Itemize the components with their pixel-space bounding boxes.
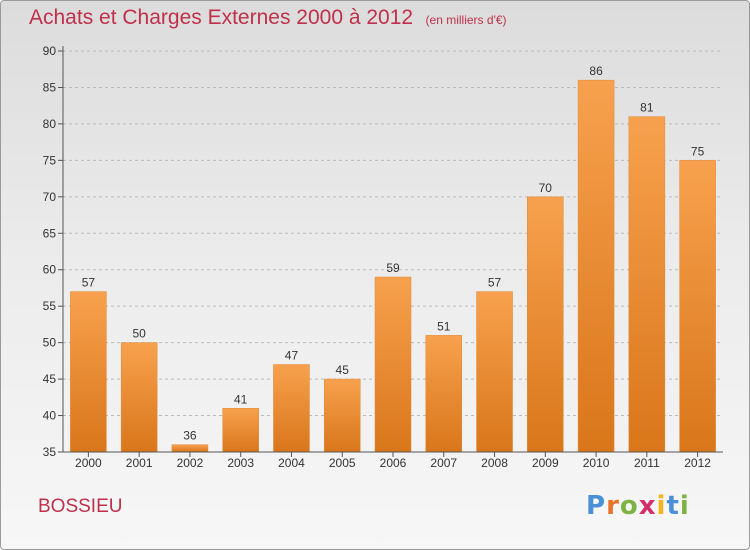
- data-label: 51: [437, 319, 451, 333]
- x-tick-label: 2005: [329, 456, 356, 470]
- bar-2004: [273, 364, 310, 453]
- brand-logo-letter: P: [586, 491, 607, 521]
- data-label: 57: [488, 276, 502, 290]
- bar-2003: [222, 408, 259, 453]
- y-tick-label: 75: [43, 153, 57, 167]
- bar-2011: [628, 116, 666, 453]
- x-tick-label: 2002: [177, 456, 204, 470]
- axes: 35 40 45 50 55 60 65 70 75 80 85 90 2000 2001 2002 2003…: [43, 44, 723, 470]
- x-tick-label: 2008: [481, 456, 508, 470]
- x-tick-label: 2010: [583, 456, 610, 470]
- data-label: 75: [691, 144, 705, 158]
- data-label: 50: [132, 327, 146, 341]
- bar-2007: [425, 335, 463, 453]
- data-label: 41: [234, 392, 248, 406]
- y-tick-label: 40: [43, 409, 57, 423]
- brand-logo-letter: o: [619, 491, 639, 521]
- data-label: 47: [285, 349, 299, 363]
- y-tick-label: 90: [43, 44, 57, 58]
- data-label: 45: [336, 363, 350, 377]
- data-label: 86: [589, 64, 603, 78]
- y-tick-label: 60: [43, 263, 57, 277]
- title-row: Achats et Charges Externes 2000 à 2012 (…: [29, 6, 507, 30]
- data-label: 81: [640, 101, 654, 115]
- y-tick-label: 85: [43, 80, 57, 94]
- labels: 57 50 36 41 47 45 59 51 57 70 86 81 75: [82, 64, 705, 443]
- chart-title: Achats et Charges Externes 2000 à 2012: [29, 6, 414, 29]
- y-tick-label: 65: [43, 226, 57, 240]
- y-tick-label: 80: [43, 117, 57, 131]
- data-label: 36: [183, 429, 197, 443]
- brand-logo-letter: i: [679, 491, 690, 521]
- x-tick-label: 2011: [634, 456, 660, 470]
- bar-2005: [323, 378, 361, 453]
- x-tick-label: 2000: [75, 456, 102, 470]
- brand-logo: Proxiti: [586, 491, 690, 521]
- bar-2006: [374, 276, 412, 453]
- commune-name: BOSSIEU: [38, 496, 123, 517]
- bar-2010: [577, 79, 615, 453]
- y-tick-label: 55: [43, 299, 57, 313]
- bar-2012: [679, 160, 716, 453]
- bar-2002: [171, 444, 209, 453]
- y-tick-label: 35: [43, 445, 57, 459]
- y-tick-label: 50: [43, 336, 57, 350]
- x-tick-label: 2007: [430, 456, 457, 470]
- brand-logo-letter: t: [666, 491, 680, 521]
- brand-logo-letter: i: [656, 491, 667, 521]
- bar-2000: [70, 291, 107, 453]
- x-tick-label: 2012: [684, 456, 711, 470]
- data-label: 70: [539, 181, 553, 195]
- x-tick-label: 2004: [278, 456, 305, 470]
- x-tick-label: 2003: [227, 456, 254, 470]
- chart-subtitle: (en milliers d'€): [425, 13, 507, 27]
- x-tick-label: 2001: [126, 456, 153, 470]
- x-tick-label: 2006: [380, 456, 407, 470]
- brand-logo-letter: r: [606, 491, 620, 521]
- data-label: 59: [386, 261, 400, 275]
- bar-2009: [527, 196, 564, 453]
- bars: [70, 79, 716, 453]
- y-tick-label: 45: [43, 372, 57, 386]
- bar-2001: [120, 342, 158, 453]
- y-tick-label: 70: [43, 190, 57, 204]
- data-label: 57: [82, 276, 96, 290]
- bar-2008: [476, 291, 513, 453]
- brand-logo-letter: x: [638, 491, 657, 521]
- x-tick-label: 2009: [532, 456, 559, 470]
